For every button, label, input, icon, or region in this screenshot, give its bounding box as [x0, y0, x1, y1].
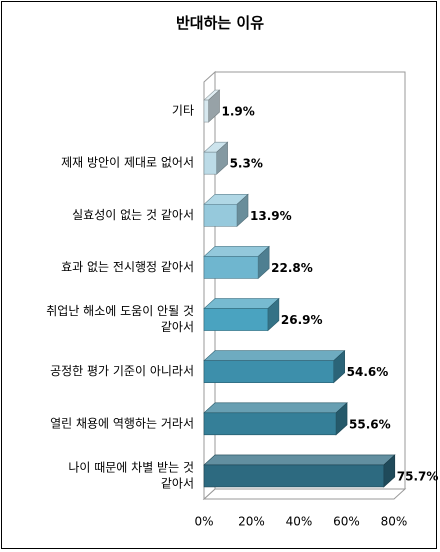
bar-5	[203, 350, 346, 384]
category-label-line: 공정한 평가 기준이 아니라서	[50, 364, 194, 378]
category-label-line: 같아서	[161, 476, 194, 490]
bar-2	[203, 193, 249, 227]
bar-front-face	[203, 99, 209, 123]
value-label-1: 5.3%	[230, 157, 263, 171]
category-label-line: 같아서	[161, 320, 194, 334]
value-label-6: 55.6%	[349, 417, 391, 431]
bar-6	[203, 402, 348, 436]
category-label-line: 취업난 해소에 도움이 안될 것	[46, 304, 194, 318]
plot-floor	[202, 488, 407, 500]
bar-front-face	[203, 204, 238, 227]
bar-3	[203, 245, 270, 280]
bar-top-face	[203, 298, 280, 309]
category-label-0: 기타	[172, 104, 194, 118]
plot-back-wall	[215, 71, 406, 489]
bar-top-face	[203, 402, 348, 414]
value-label-0: 1.9%	[222, 105, 255, 119]
category-label-line: 기타	[172, 104, 194, 118]
category-label-3: 효과 없는 전시행정 같아서	[61, 259, 194, 274]
bar-1	[203, 141, 229, 175]
category-label-1: 제재 방안이 제대로 없어서	[61, 156, 194, 170]
category-label-line: 실효성이 없는 것 같아서	[72, 208, 194, 222]
plot-left-wall	[203, 70, 216, 501]
chart-title: 반대하는 이유	[176, 14, 264, 32]
value-label-4: 26.9%	[281, 313, 323, 327]
x-tick-label-0: 0%	[194, 515, 213, 529]
category-label-line: 효과 없는 전시행정 같아서	[61, 259, 194, 274]
category-label-line: 열린 채용에 역행하는 거라서	[50, 415, 194, 430]
bar-front-face	[203, 360, 334, 383]
x-tick-label-1: 20%	[238, 515, 265, 529]
category-label-2: 실효성이 없는 것 같아서	[72, 208, 194, 222]
x-tick-label-4: 80%	[381, 515, 408, 529]
category-label-5: 공정한 평가 기준이 아니라서	[50, 364, 194, 378]
value-label-7: 75.7%	[397, 469, 438, 483]
bar-4	[203, 297, 280, 332]
bar-0	[203, 89, 221, 123]
x-tick-label-2: 40%	[286, 515, 313, 529]
bar-front-face	[203, 256, 259, 279]
bar-top-face	[203, 454, 396, 466]
chart-axes	[202, 70, 407, 501]
bar-top-face	[203, 350, 346, 361]
value-label-3: 22.8%	[271, 261, 313, 275]
bar-front-face	[203, 151, 217, 175]
value-label-2: 13.9%	[250, 209, 292, 223]
value-labels: 1.9% 5.3% 13.9% 22.8% 26.9% 54.6% 55.6% 75.7%	[222, 105, 438, 484]
category-label-line: 제재 방안이 제대로 없어서	[61, 156, 194, 170]
x-tick-label-3: 60%	[333, 515, 360, 529]
bar-7	[203, 454, 396, 488]
bar-front-face	[203, 412, 337, 436]
axis-ticks: 0% 20% 40% 60% 80%	[194, 515, 407, 529]
bar-front-face	[203, 464, 385, 488]
bars	[203, 89, 396, 488]
value-label-5: 54.6%	[347, 365, 389, 379]
category-label-6: 열린 채용에 역행하는 거라서	[50, 415, 194, 430]
category-label-line: 나이 때문에 차별 받는 것	[68, 460, 194, 474]
bar-front-face	[203, 308, 269, 331]
